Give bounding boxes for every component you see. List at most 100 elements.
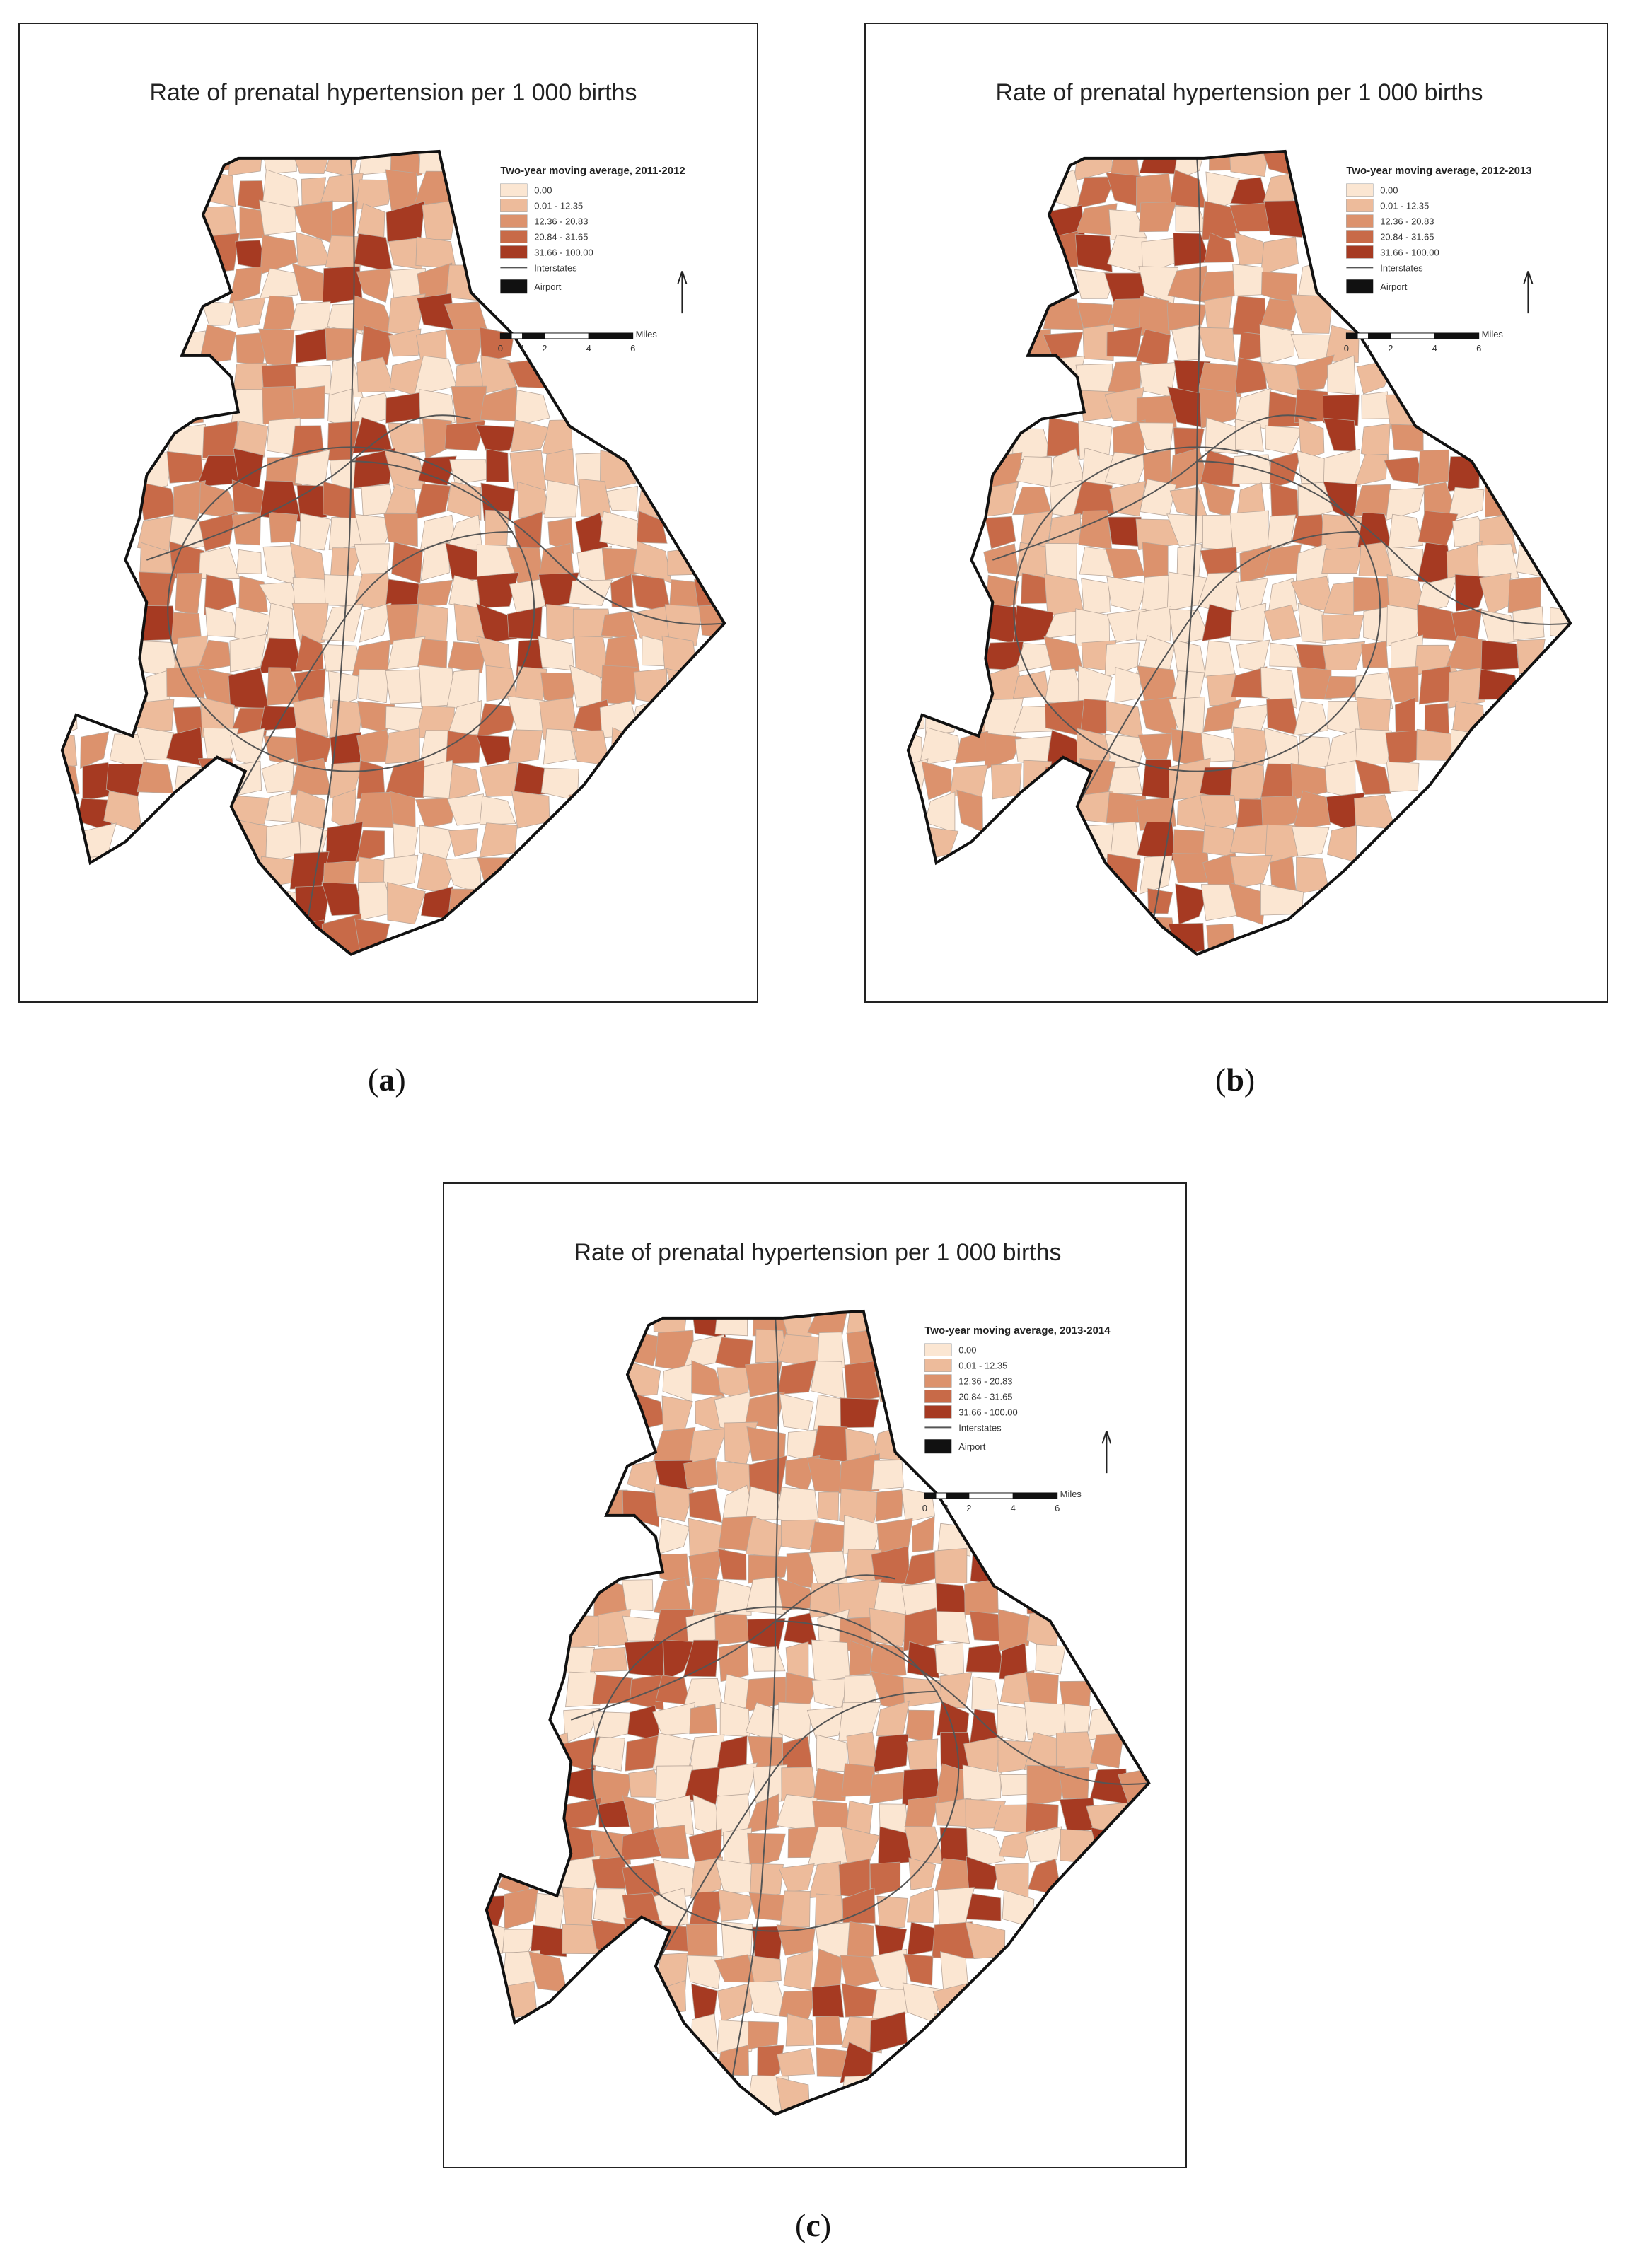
census-tract <box>1154 1522 1185 1558</box>
census-tract <box>1147 888 1173 914</box>
census-tract <box>1570 151 1571 170</box>
census-tract <box>1260 298 1299 330</box>
census-tract <box>233 297 266 329</box>
legend-swatch <box>924 1390 952 1403</box>
census-tract <box>476 735 513 766</box>
census-tract <box>748 2020 779 2050</box>
census-tract <box>1035 1644 1066 1675</box>
census-tract <box>166 450 204 484</box>
census-tract <box>1055 2109 1094 2115</box>
census-tract <box>775 2076 811 2115</box>
census-tract <box>1363 606 1389 644</box>
census-tract <box>1079 943 1117 955</box>
census-tract <box>533 2045 568 2076</box>
census-tract <box>504 1887 540 1930</box>
census-tract <box>966 1856 1000 1890</box>
census-tract <box>745 1361 782 1397</box>
legend: Two-year moving average, 2013-2014 0.00 0… <box>922 1325 1112 1513</box>
census-tract <box>265 791 293 822</box>
census-tract <box>479 796 516 825</box>
legend-airport-symbol <box>924 1439 952 1454</box>
census-tract <box>1118 1424 1149 1465</box>
census-tract <box>1259 324 1294 366</box>
census-tract <box>1073 481 1115 516</box>
census-tract <box>1081 448 1113 491</box>
census-tract <box>777 2048 816 2076</box>
census-tract <box>846 1731 879 1774</box>
census-tract <box>1044 823 1079 864</box>
census-tract <box>598 1800 630 1828</box>
census-tract <box>718 1642 749 1682</box>
census-tract <box>630 170 670 211</box>
census-tract <box>748 1554 789 1584</box>
census-tract <box>329 699 364 738</box>
census-tract <box>202 421 238 458</box>
census-tract <box>749 1863 784 1899</box>
census-tract <box>1169 487 1208 519</box>
census-tract <box>1321 546 1363 574</box>
census-tract <box>995 1421 1036 1462</box>
census-tract <box>236 549 262 574</box>
census-tract <box>956 789 983 833</box>
census-tract <box>636 760 668 798</box>
census-tract <box>1152 1670 1183 1705</box>
census-tract <box>840 1397 879 1429</box>
scale-tick-label: 4 <box>586 343 591 354</box>
census-tract <box>62 151 83 180</box>
census-tract <box>1055 1731 1098 1776</box>
census-tract <box>1270 946 1300 955</box>
map-title: Rate of prenatal hypertension per 1 000 … <box>574 1239 1062 1266</box>
census-tract <box>320 173 364 202</box>
census-tract <box>726 948 757 984</box>
legend-label: 0.01 - 12.35 <box>958 1361 1007 1371</box>
census-tract <box>169 890 209 918</box>
scale-tick-label: 0 <box>1344 343 1349 354</box>
census-tract <box>1260 151 1302 178</box>
census-tract <box>385 728 420 764</box>
census-tract <box>569 579 613 606</box>
census-tract <box>841 1826 880 1866</box>
census-tract <box>539 891 579 925</box>
census-tract <box>1155 1612 1185 1643</box>
census-tract <box>175 169 209 209</box>
census-tract <box>1025 1826 1062 1863</box>
scale-bar-segment <box>1390 332 1435 339</box>
census-tract <box>625 1392 665 1434</box>
census-tract <box>1139 855 1173 895</box>
census-tract <box>599 232 643 267</box>
census-tract <box>1292 826 1330 856</box>
census-tract <box>354 791 393 828</box>
scale-bar-segment <box>522 332 545 339</box>
census-tract <box>726 759 757 798</box>
census-tract <box>1419 799 1449 831</box>
census-tract <box>1166 302 1208 331</box>
census-tract <box>325 821 364 863</box>
census-tract <box>809 1521 849 1554</box>
scale-bar-segment <box>924 1492 937 1499</box>
census-tract <box>266 603 295 644</box>
census-tract <box>980 883 1019 925</box>
census-tract <box>1149 1890 1181 1924</box>
census-tract <box>921 761 952 801</box>
census-tract <box>908 169 927 209</box>
census-tract <box>1572 822 1607 858</box>
census-tract <box>1002 1979 1034 2020</box>
census-tract <box>812 1800 852 1830</box>
legend-swatch <box>1346 214 1374 228</box>
legend-label: Interstates <box>534 262 576 273</box>
legend-label: 31.66 - 100.00 <box>534 247 593 257</box>
census-tract <box>949 764 988 798</box>
census-tract <box>683 1639 719 1677</box>
census-tract <box>622 1615 661 1641</box>
census-tract <box>562 1886 594 1931</box>
census-tract <box>511 791 550 829</box>
census-tract <box>910 2106 944 2115</box>
county-outline <box>485 1309 1151 2116</box>
interstate-line <box>1197 460 1571 625</box>
census-tract <box>289 301 331 332</box>
census-tract <box>1090 1827 1130 1863</box>
census-tract <box>1026 2075 1062 2107</box>
census-tract <box>134 726 175 761</box>
census-tract <box>870 1948 908 1992</box>
census-tract <box>753 1764 788 1803</box>
